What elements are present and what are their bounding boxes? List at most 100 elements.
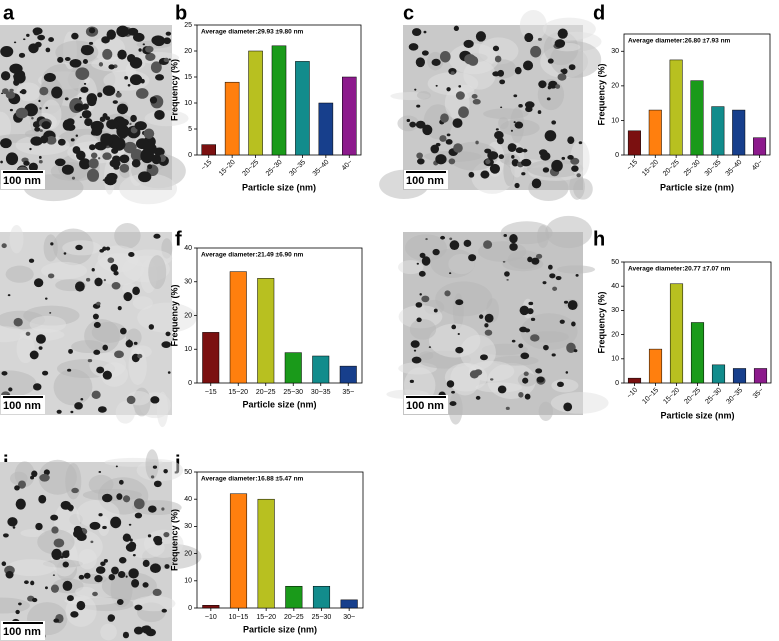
particle [94, 575, 103, 583]
y-tick-label: 10 [184, 346, 192, 353]
texture [41, 261, 88, 280]
particle [167, 371, 171, 374]
particle [72, 146, 81, 154]
particle [408, 43, 419, 51]
particle [419, 293, 422, 296]
particle [110, 516, 122, 529]
particle [28, 162, 38, 172]
particle [554, 39, 566, 48]
scale-bar-label: 100 nm [3, 626, 41, 638]
particle [165, 31, 172, 36]
particle [0, 71, 11, 81]
particle [97, 92, 103, 98]
particle [84, 118, 93, 127]
particle [89, 521, 101, 530]
particle [83, 572, 91, 579]
particle [101, 36, 110, 44]
y-tick-label: 20 [184, 312, 192, 319]
bar [648, 348, 663, 384]
particle [522, 148, 528, 153]
particle [409, 121, 417, 128]
particle [107, 90, 111, 94]
texture [16, 82, 41, 102]
particle [95, 566, 106, 574]
texture [556, 265, 596, 274]
x-tick-label: 35~40 [725, 159, 744, 178]
texture [419, 351, 434, 360]
y-tick-label: 30 [611, 48, 619, 55]
particle [421, 50, 429, 56]
particle [511, 154, 515, 159]
particle [102, 152, 112, 160]
x-tick-label: 35~ [342, 389, 354, 396]
particle [88, 158, 99, 169]
particle [51, 526, 59, 534]
particle [45, 47, 51, 53]
x-tick-label: 30~35 [725, 387, 744, 406]
bar [342, 76, 357, 156]
texture [435, 281, 493, 317]
texture [38, 459, 77, 495]
particle [484, 324, 488, 327]
particle [567, 300, 578, 311]
particle [1, 561, 7, 566]
particle [67, 368, 72, 372]
particle [38, 346, 43, 350]
particle [538, 149, 548, 156]
particle [102, 344, 108, 351]
particle [41, 121, 51, 130]
particle [23, 160, 30, 166]
particle [112, 100, 118, 104]
particle [100, 561, 106, 567]
bar [312, 355, 330, 384]
x-tick-label: 30~35 [288, 159, 307, 178]
particle [484, 148, 492, 154]
bar [753, 368, 768, 384]
particle [75, 244, 83, 251]
y-tick-label: 10 [611, 356, 619, 363]
particle [23, 38, 26, 41]
particle [499, 79, 506, 85]
bar [627, 377, 642, 384]
particle [130, 114, 137, 123]
particle [75, 281, 85, 292]
particle [124, 76, 129, 80]
particle [37, 34, 46, 41]
x-tick-label: 20~25 [662, 159, 681, 178]
particle [111, 566, 119, 575]
particle [472, 98, 481, 105]
particle [521, 172, 526, 176]
particle [500, 106, 503, 109]
x-tick-label: 15~20 [662, 387, 681, 406]
particle [96, 301, 101, 306]
particle [47, 273, 55, 279]
particle [548, 264, 553, 270]
bar [711, 106, 725, 156]
texture [569, 173, 585, 200]
particle [85, 277, 91, 282]
particle [91, 390, 101, 400]
particle [497, 69, 505, 77]
particle [14, 485, 20, 491]
particle [492, 45, 500, 52]
particle [142, 582, 149, 588]
texture [144, 110, 189, 127]
texture [0, 597, 30, 614]
particle [53, 618, 60, 623]
x-tick-label: 20~25 [683, 387, 702, 406]
particle [468, 171, 475, 178]
particle [518, 343, 524, 349]
particle [105, 116, 111, 121]
particle [79, 116, 83, 119]
scale-bar-label: 100 nm [406, 175, 444, 187]
texture [9, 225, 24, 254]
particle [65, 123, 76, 131]
particle [1, 92, 4, 95]
particle [125, 575, 128, 578]
particle [32, 27, 43, 35]
texture [397, 115, 420, 132]
particle [161, 608, 167, 613]
particle [432, 248, 440, 256]
particle [20, 89, 27, 95]
particle [102, 370, 112, 380]
